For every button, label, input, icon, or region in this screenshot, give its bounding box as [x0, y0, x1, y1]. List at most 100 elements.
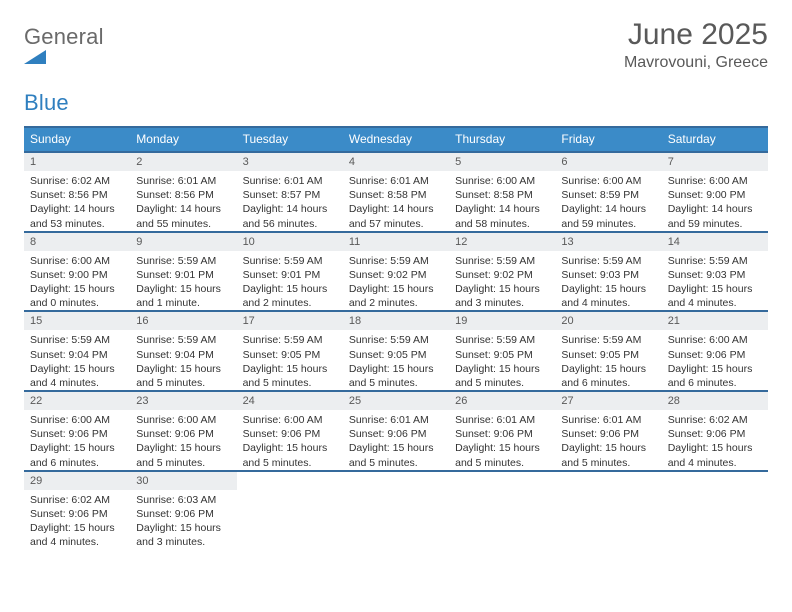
sunrise-sunset-info: Sunrise: 6:00 AMSunset: 9:00 PMDaylight:… [30, 254, 124, 311]
sunrise-sunset-info: Sunrise: 6:00 AMSunset: 9:06 PMDaylight:… [30, 413, 124, 470]
daylight-text: Daylight: 15 hours [455, 362, 549, 376]
sunrise-sunset-info: Sunrise: 5:59 AMSunset: 9:04 PMDaylight:… [30, 333, 124, 390]
brand-logo: General Blue [24, 18, 104, 116]
day-info-cell: Sunrise: 5:59 AMSunset: 9:05 PMDaylight:… [343, 330, 449, 390]
daylight-text: Daylight: 14 hours [243, 202, 337, 216]
sunrise-text: Sunrise: 6:00 AM [243, 413, 337, 427]
daylight-text: and 55 minutes. [136, 217, 230, 231]
sunrise-sunset-info: Sunrise: 6:00 AMSunset: 9:00 PMDaylight:… [668, 174, 762, 231]
sunrise-sunset-info: Sunrise: 6:02 AMSunset: 9:06 PMDaylight:… [30, 493, 124, 550]
sunset-text: Sunset: 9:03 PM [561, 268, 655, 282]
brand-triangle-icon [24, 50, 104, 64]
day-info-cell: Sunrise: 6:00 AMSunset: 9:06 PMDaylight:… [24, 410, 130, 470]
day-number-cell: 2 [130, 153, 236, 171]
day-number: 25 [349, 395, 361, 407]
day-info-cell [237, 490, 343, 550]
daylight-text: Daylight: 14 hours [30, 202, 124, 216]
daylight-text: and 4 minutes. [668, 296, 762, 310]
day-number-row: 22232425262728 [24, 392, 768, 410]
daylight-text: Daylight: 15 hours [30, 441, 124, 455]
day-number: 14 [668, 236, 680, 248]
sunrise-text: Sunrise: 5:59 AM [455, 254, 549, 268]
sunset-text: Sunset: 9:06 PM [349, 427, 443, 441]
day-header-row: Sunday Monday Tuesday Wednesday Thursday… [24, 128, 768, 151]
daylight-text: and 1 minute. [136, 296, 230, 310]
day-info-cell: Sunrise: 5:59 AMSunset: 9:03 PMDaylight:… [662, 251, 768, 311]
day-header: Saturday [662, 128, 768, 151]
daylight-text: and 6 minutes. [668, 376, 762, 390]
sunset-text: Sunset: 9:00 PM [30, 268, 124, 282]
sunset-text: Sunset: 8:57 PM [243, 188, 337, 202]
day-info-cell: Sunrise: 5:59 AMSunset: 9:05 PMDaylight:… [449, 330, 555, 390]
brand-name-a: General [24, 24, 104, 49]
day-number: 27 [561, 395, 573, 407]
day-number-cell: 4 [343, 153, 449, 171]
sunset-text: Sunset: 9:05 PM [349, 348, 443, 362]
sunrise-text: Sunrise: 6:02 AM [668, 413, 762, 427]
day-number-row: 1234567 [24, 153, 768, 171]
daylight-text: and 4 minutes. [30, 376, 124, 390]
day-number-cell: 19 [449, 312, 555, 330]
daylight-text: and 4 minutes. [668, 456, 762, 470]
daylight-text: and 59 minutes. [668, 217, 762, 231]
day-number: 4 [349, 156, 355, 168]
daylight-text: Daylight: 15 hours [243, 441, 337, 455]
day-number-cell: 25 [343, 392, 449, 410]
day-number: 10 [243, 236, 255, 248]
sunset-text: Sunset: 9:06 PM [30, 427, 124, 441]
daylight-text: Daylight: 15 hours [561, 441, 655, 455]
day-info-cell: Sunrise: 6:01 AMSunset: 8:56 PMDaylight:… [130, 171, 236, 231]
sunset-text: Sunset: 9:05 PM [243, 348, 337, 362]
day-number: 9 [136, 236, 142, 248]
daylight-text: and 56 minutes. [243, 217, 337, 231]
sunrise-text: Sunrise: 5:59 AM [561, 254, 655, 268]
day-number-cell: 8 [24, 233, 130, 251]
location-subtitle: Mavrovouni, Greece [624, 54, 768, 72]
brand-name-b: Blue [24, 90, 69, 115]
daylight-text: and 5 minutes. [243, 376, 337, 390]
daylight-text: and 6 minutes. [30, 456, 124, 470]
day-number-cell [555, 472, 661, 490]
daylight-text: and 58 minutes. [455, 217, 549, 231]
day-info-cell: Sunrise: 6:00 AMSunset: 9:00 PMDaylight:… [662, 171, 768, 231]
day-number-cell: 26 [449, 392, 555, 410]
day-info-cell: Sunrise: 6:00 AMSunset: 8:59 PMDaylight:… [555, 171, 661, 231]
calendar-week: 1234567Sunrise: 6:02 AMSunset: 8:56 PMDa… [24, 151, 768, 231]
day-info-cell: Sunrise: 5:59 AMSunset: 9:04 PMDaylight:… [130, 330, 236, 390]
sunrise-text: Sunrise: 5:59 AM [243, 254, 337, 268]
daylight-text: and 5 minutes. [349, 376, 443, 390]
sunset-text: Sunset: 9:02 PM [349, 268, 443, 282]
sunrise-text: Sunrise: 6:01 AM [455, 413, 549, 427]
day-number: 30 [136, 475, 148, 487]
calendar-page: General Blue June 2025 Mavrovouni, Greec… [0, 0, 792, 612]
day-number-cell: 14 [662, 233, 768, 251]
day-info-cell: Sunrise: 6:00 AMSunset: 9:00 PMDaylight:… [24, 251, 130, 311]
day-info-cell: Sunrise: 5:59 AMSunset: 9:02 PMDaylight:… [449, 251, 555, 311]
day-info-cell: Sunrise: 6:00 AMSunset: 8:58 PMDaylight:… [449, 171, 555, 231]
sunrise-text: Sunrise: 6:00 AM [30, 413, 124, 427]
day-number: 11 [349, 236, 360, 248]
sunset-text: Sunset: 9:03 PM [668, 268, 762, 282]
day-number: 29 [30, 475, 42, 487]
daylight-text: Daylight: 15 hours [349, 441, 443, 455]
day-header: Monday [130, 128, 236, 151]
day-info-cell [662, 490, 768, 550]
daylight-text: Daylight: 15 hours [136, 282, 230, 296]
daylight-text: Daylight: 15 hours [349, 362, 443, 376]
daylight-text: and 6 minutes. [561, 376, 655, 390]
page-header: General Blue June 2025 Mavrovouni, Greec… [24, 18, 768, 116]
sunrise-sunset-info: Sunrise: 6:00 AMSunset: 8:58 PMDaylight:… [455, 174, 549, 231]
sunrise-sunset-info: Sunrise: 5:59 AMSunset: 9:03 PMDaylight:… [668, 254, 762, 311]
sunrise-text: Sunrise: 6:01 AM [349, 413, 443, 427]
sunrise-text: Sunrise: 6:00 AM [455, 174, 549, 188]
day-number-cell: 29 [24, 472, 130, 490]
day-number-cell: 7 [662, 153, 768, 171]
sunrise-sunset-info: Sunrise: 6:03 AMSunset: 9:06 PMDaylight:… [136, 493, 230, 550]
sunrise-sunset-info: Sunrise: 6:01 AMSunset: 9:06 PMDaylight:… [455, 413, 549, 470]
sunrise-sunset-info: Sunrise: 6:00 AMSunset: 9:06 PMDaylight:… [136, 413, 230, 470]
day-number-cell: 6 [555, 153, 661, 171]
day-info-cell: Sunrise: 5:59 AMSunset: 9:04 PMDaylight:… [24, 330, 130, 390]
sunset-text: Sunset: 9:06 PM [561, 427, 655, 441]
day-info-cell: Sunrise: 6:01 AMSunset: 9:06 PMDaylight:… [449, 410, 555, 470]
sunrise-sunset-info: Sunrise: 6:00 AMSunset: 9:06 PMDaylight:… [668, 333, 762, 390]
